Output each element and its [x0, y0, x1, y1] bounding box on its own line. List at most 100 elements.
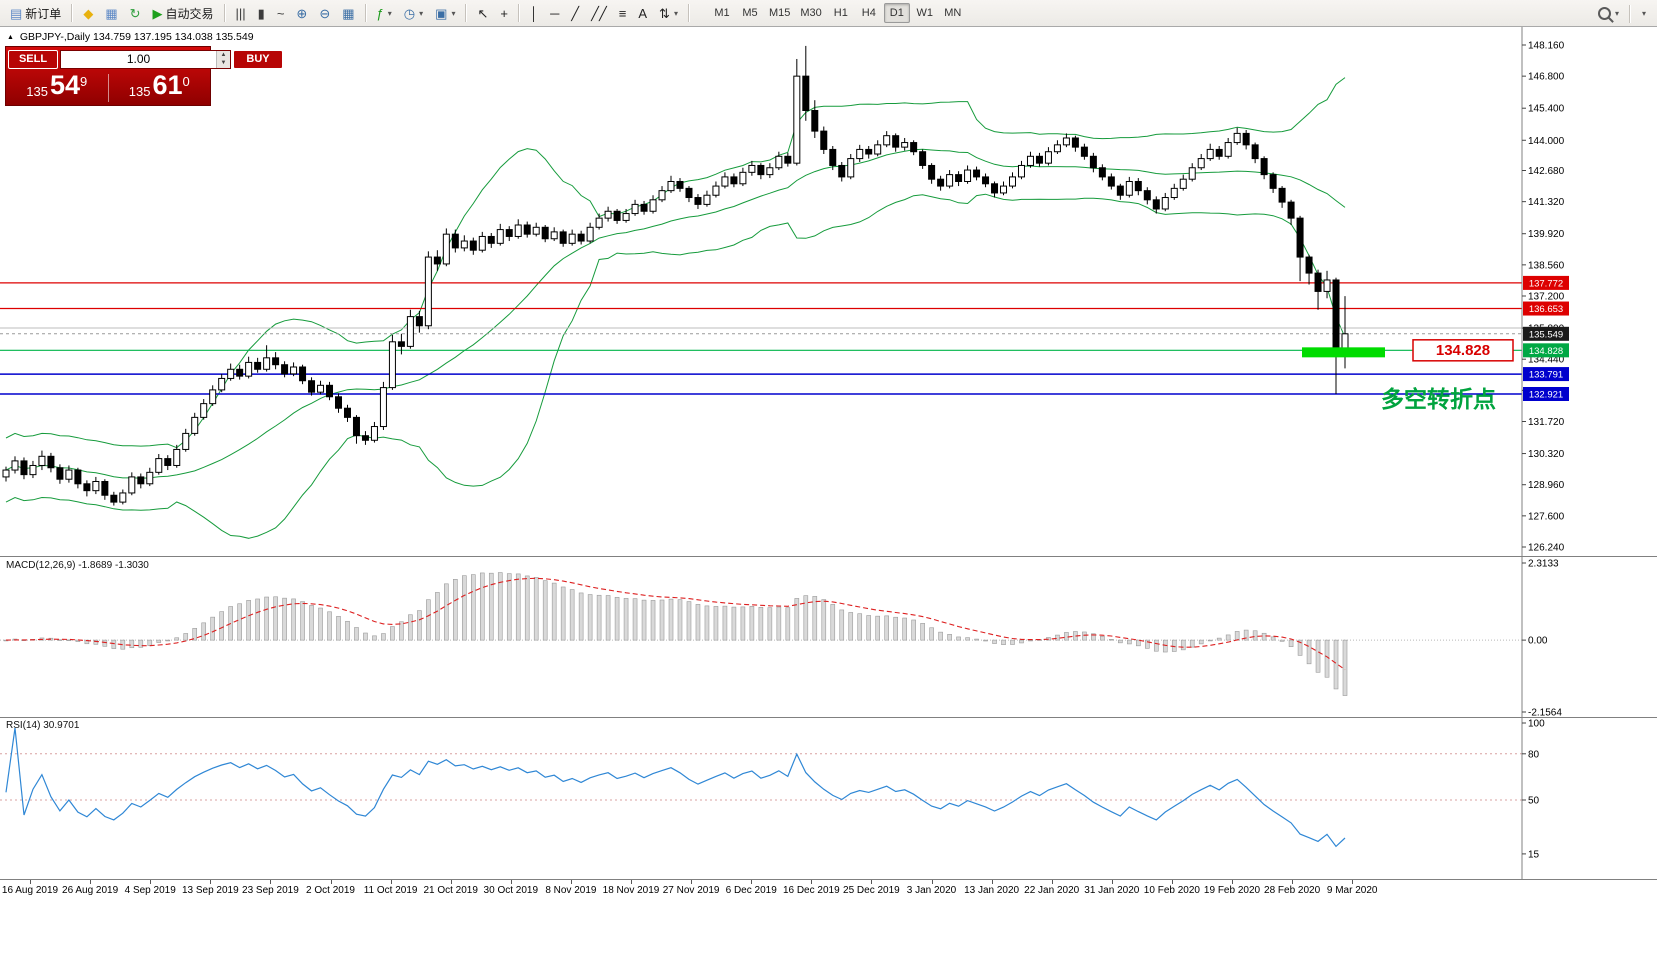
search-dropdown-icon: ▾: [1614, 9, 1619, 18]
svg-text:137.772: 137.772: [1529, 278, 1563, 289]
timeframe-H1[interactable]: H1: [828, 3, 854, 23]
cursor-icon: ↖: [477, 5, 489, 21]
svg-text:142.680: 142.680: [1528, 166, 1565, 177]
date-label: 22 Jan 2020: [1024, 885, 1080, 896]
indicators-icon: ƒ: [376, 5, 384, 21]
price-tag: [1523, 343, 1569, 358]
svg-text:132.921: 132.921: [1529, 389, 1563, 400]
svg-text:2.3133: 2.3133: [1528, 559, 1559, 570]
trendline-icon: ╱: [571, 5, 580, 21]
date-label: 19 Feb 2020: [1203, 885, 1261, 896]
toolbar-separator: [223, 4, 226, 22]
time-tick: [751, 880, 753, 884]
date-label: 23 Sep 2019: [242, 885, 299, 896]
toolbar-terminal-window[interactable]: ▦: [100, 2, 122, 24]
toolbar-text-label[interactable]: A: [633, 2, 652, 24]
toolbar-zoom-in[interactable]: ⊕: [291, 2, 312, 24]
toolbar-templates[interactable]: ▣ ▾: [430, 2, 460, 24]
bid-price[interactable]: 135 54 9: [26, 70, 88, 101]
toolbar-crosshair[interactable]: +: [495, 2, 513, 24]
toolbar-vertical-line[interactable]: │: [525, 2, 543, 24]
arrows-icon: ⇅: [659, 5, 670, 21]
timeframe-D1[interactable]: D1: [883, 3, 910, 23]
time-tick: [1232, 880, 1233, 884]
date-label: 16 Dec 2019: [782, 885, 840, 896]
toolbar-chart-candle-type[interactable]: ▮: [253, 2, 270, 24]
date-label: 30 Oct 2019: [483, 885, 539, 896]
date-label: 6 Dec 2019: [725, 885, 777, 896]
toolbar-new-order[interactable]: ▤ 新订单: [5, 2, 66, 24]
volume-up-button[interactable]: ▲: [220, 51, 227, 58]
toolbar-auto-trading[interactable]: ▶ 自动交易: [148, 2, 219, 24]
timeframe-M15[interactable]: M15: [765, 3, 794, 23]
buy-button[interactable]: BUY: [233, 49, 283, 69]
volume-input[interactable]: [61, 50, 216, 68]
time-tick: [450, 880, 452, 884]
support-zone-bar[interactable]: [1302, 347, 1385, 358]
toolbar-horizontal-line[interactable]: ─: [545, 2, 564, 24]
toolbar-trendline[interactable]: ╱: [566, 2, 584, 24]
svg-text:135.549: 135.549: [1529, 329, 1563, 340]
symbol-triangle-icon: ▲: [7, 34, 14, 41]
svg-text:148.160: 148.160: [1528, 41, 1565, 52]
svg-text:128.960: 128.960: [1528, 480, 1565, 491]
annotation-note[interactable]: 多空转折点: [1381, 386, 1496, 412]
svg-text:-2.1564: -2.1564: [1528, 708, 1562, 718]
sell-button[interactable]: SELL: [8, 49, 58, 69]
zoom-in-icon: ⊕: [296, 5, 308, 21]
toolbar-arrows[interactable]: ⇅ ▾: [654, 2, 683, 24]
metaeditor-icon: ◆: [83, 5, 94, 21]
one-click-trading-panel: SELL ▲ ▼ BUY 135 54 9 135 61 0: [5, 46, 283, 106]
toolbar-equidistant-channel[interactable]: ╱╱: [586, 2, 612, 24]
price-label-text: 134.828: [1436, 342, 1490, 359]
templates-dropdown-icon: ▾: [451, 8, 456, 18]
date-label: 21 Oct 2019: [423, 885, 478, 896]
svg-text:144.000: 144.000: [1528, 136, 1565, 147]
time-tick: [570, 880, 572, 884]
timeframe-M30[interactable]: M30: [796, 3, 825, 23]
date-label: 11 Oct 2019: [363, 885, 418, 896]
timeframe-H4[interactable]: H4: [856, 3, 882, 23]
price-tag: [1523, 326, 1569, 341]
time-tick: [691, 880, 693, 884]
volume-down-button[interactable]: ▼: [220, 60, 227, 66]
svg-text:100: 100: [1528, 719, 1545, 730]
chart-bars-type-icon: |||: [235, 5, 246, 21]
toolbar-fibonacci[interactable]: ≡: [614, 2, 632, 24]
toolbar-separator: [71, 4, 74, 22]
date-label: 4 Sep 2019: [124, 885, 176, 896]
toolbar-chart-bars-type[interactable]: |||: [231, 2, 251, 24]
price-label-box[interactable]: [1412, 339, 1514, 362]
svg-text:137.200: 137.200: [1528, 292, 1565, 303]
toolbar-more[interactable]: ▾: [1636, 3, 1651, 25]
toolbar-buttons: ▤ 新订单 ◆ ▦ ↻ ▶ 自动交易 ||| ▮ ~ ⊕ ⊖ ▦ ƒ ▾ ◷ ▾ ▣ ▾ ↖ + │ ─ ╱ ╱╱ ≡ A ⇅ ▾: [4, 0, 694, 26]
price-tag: [1523, 386, 1569, 401]
time-tick: [330, 880, 332, 884]
svg-text:141.320: 141.320: [1528, 197, 1565, 208]
timeframe-M5[interactable]: M5: [737, 3, 763, 23]
text-label-icon: A: [638, 5, 648, 21]
toolbar-metaeditor[interactable]: ◆: [78, 2, 98, 24]
toolbar-search[interactable]: ▾: [1593, 3, 1624, 25]
timeframe-W1[interactable]: W1: [912, 3, 938, 23]
toolbar-refresh[interactable]: ↻: [125, 2, 146, 24]
toolbar-periods[interactable]: ◷ ▾: [399, 2, 428, 24]
fibonacci-icon: ≡: [618, 5, 627, 21]
horizontal-line-icon: ─: [550, 5, 560, 21]
date-label: 26 Aug 2019: [62, 885, 119, 896]
date-label: 9 Mar 2020: [1326, 885, 1378, 896]
search-icon: [1597, 7, 1611, 20]
toolbar-indicators[interactable]: ƒ ▾: [372, 2, 397, 24]
timeframe-M1[interactable]: M1: [709, 3, 735, 23]
toolbar-zoom-out[interactable]: ⊖: [314, 2, 335, 24]
ask-price[interactable]: 135 61 0: [128, 70, 190, 101]
periods-icon: ◷: [403, 5, 416, 21]
timeframe-MN[interactable]: MN: [940, 3, 966, 23]
chart-line-type-icon: ~: [276, 5, 285, 21]
toolbar-chart-line-type[interactable]: ~: [272, 2, 290, 24]
toolbar-cursor[interactable]: ↖: [472, 2, 493, 24]
toolbar-tile-windows[interactable]: ▦: [337, 2, 359, 24]
svg-text:145.400: 145.400: [1528, 104, 1565, 115]
rsi-line: [5, 727, 1346, 848]
volume-field: ▲ ▼: [60, 49, 231, 69]
